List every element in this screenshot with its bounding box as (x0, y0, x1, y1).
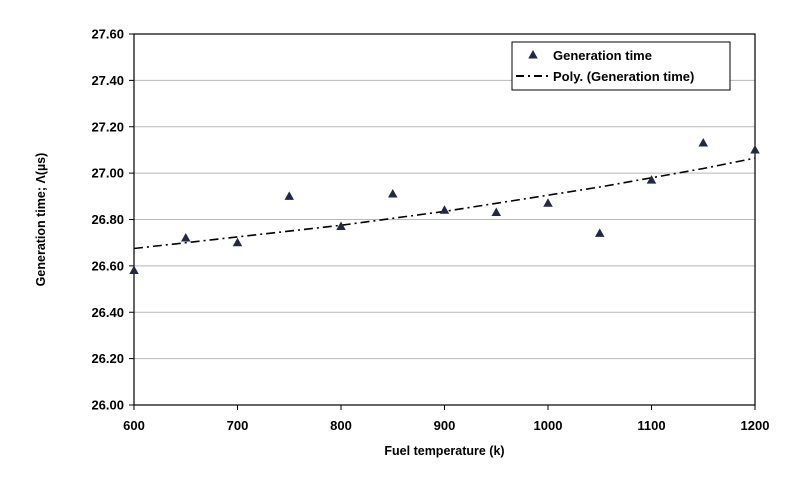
data-point (284, 191, 294, 200)
data-point (646, 175, 657, 184)
x-tick-label: 1200 (741, 418, 770, 433)
x-axis-ticks: 600 700 800 900 1000 1100 1200 (123, 405, 769, 433)
y-axis-ticks: 26.00 26.20 26.40 26.60 26.80 27.00 27.20 27.40… (91, 27, 134, 413)
y-tick-label: 26.60 (91, 258, 124, 273)
x-tick-label: 1000 (534, 418, 563, 433)
data-point (388, 188, 398, 198)
legend-label-generation-time: Generation time (553, 48, 652, 63)
trendline-group (133, 157, 756, 250)
x-tick-label: 1100 (637, 418, 665, 433)
data-point (543, 198, 553, 207)
y-tick-label: 27.40 (91, 73, 124, 88)
x-tick-label: 600 (123, 418, 145, 433)
data-point (698, 137, 708, 147)
y-tick-label: 27.60 (91, 27, 124, 42)
legend: Generation time Poly. (Generation time) (511, 41, 731, 91)
data-point (232, 237, 243, 247)
y-tick-label: 26.00 (91, 398, 124, 413)
y-tick-label: 26.40 (91, 305, 124, 320)
y-axis-title: Generation time; Λ(µs) (34, 153, 48, 287)
data-point (439, 205, 450, 214)
gridlines (134, 79, 755, 360)
data-point (129, 265, 139, 275)
x-tick-label: 800 (330, 418, 352, 433)
x-tick-label: 900 (434, 418, 456, 433)
y-tick-label: 27.00 (91, 166, 124, 181)
x-tick-label: 700 (227, 418, 249, 433)
trendline (133, 157, 756, 250)
y-tick-label: 27.20 (91, 119, 124, 134)
legend-box (511, 41, 731, 91)
y-tick-label: 26.20 (91, 351, 124, 366)
data-point (336, 221, 346, 230)
legend-triangle-icon (528, 50, 538, 59)
y-tick-label: 26.80 (91, 212, 124, 227)
x-axis-title: Fuel temperature (k) (384, 444, 504, 458)
data-point (491, 207, 501, 217)
data-point (750, 144, 760, 154)
data-points (129, 137, 760, 275)
data-point (595, 228, 605, 237)
legend-label-poly-trend: Poly. (Generation time) (553, 69, 694, 84)
data-point (181, 233, 191, 242)
